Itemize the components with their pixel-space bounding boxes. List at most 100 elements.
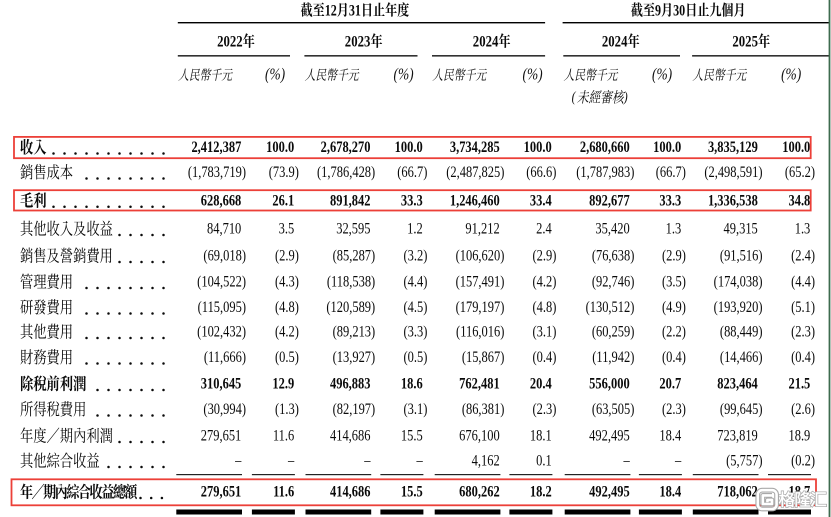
svg-text:18.4: 18.4 bbox=[659, 483, 681, 501]
svg-text:(2.9): (2.9) bbox=[662, 247, 686, 265]
svg-text:(30,994): (30,994) bbox=[203, 401, 246, 419]
svg-text:4,162: 4,162 bbox=[472, 452, 500, 470]
svg-text:20.4: 20.4 bbox=[530, 375, 552, 393]
svg-text:(0.4): (0.4) bbox=[533, 349, 557, 367]
svg-text:(91,516): (91,516) bbox=[720, 247, 763, 265]
svg-text:718,062: 718,062 bbox=[717, 483, 758, 501]
svg-text:(4.4): (4.4) bbox=[404, 273, 428, 291]
svg-text:3,835,129: 3,835,129 bbox=[708, 139, 758, 157]
svg-text:–: – bbox=[623, 452, 631, 470]
svg-text:(92,746): (92,746) bbox=[592, 273, 635, 291]
svg-text:1.2: 1.2 bbox=[407, 220, 423, 238]
svg-text:–: – bbox=[234, 452, 242, 470]
svg-text:2,412,387: 2,412,387 bbox=[191, 139, 241, 157]
svg-text:31: 31 bbox=[349, 2, 361, 19]
svg-text:(14,466): (14,466) bbox=[720, 349, 763, 367]
svg-text:15.5: 15.5 bbox=[401, 483, 423, 501]
svg-text:892,677: 892,677 bbox=[589, 192, 630, 210]
svg-text:11.6: 11.6 bbox=[273, 427, 294, 445]
svg-text:12.9: 12.9 bbox=[272, 375, 294, 393]
svg-text:(2.3): (2.3) bbox=[791, 323, 815, 341]
svg-text:100.0: 100.0 bbox=[524, 139, 552, 157]
svg-text:(76,638): (76,638) bbox=[592, 247, 635, 265]
svg-text:(157,491): (157,491) bbox=[456, 273, 505, 291]
svg-text:680,262: 680,262 bbox=[459, 483, 500, 501]
svg-text:(3.1): (3.1) bbox=[533, 323, 557, 341]
svg-text:100.0: 100.0 bbox=[266, 139, 294, 157]
svg-text:(1,786,428): (1,786,428) bbox=[317, 164, 375, 182]
svg-text:414,686: 414,686 bbox=[330, 427, 371, 445]
svg-text:(179,197): (179,197) bbox=[456, 299, 505, 317]
svg-text:(13,927): (13,927) bbox=[333, 349, 376, 367]
svg-text:(4.8): (4.8) bbox=[533, 299, 557, 317]
svg-text:3,734,285: 3,734,285 bbox=[450, 139, 500, 157]
svg-text:(0.4): (0.4) bbox=[791, 349, 815, 367]
svg-text:12: 12 bbox=[325, 2, 337, 19]
svg-text:(1,783,719): (1,783,719) bbox=[188, 164, 246, 182]
svg-text:(89,213): (89,213) bbox=[333, 323, 376, 341]
svg-text:2022: 2022 bbox=[217, 33, 243, 51]
svg-text:414,686: 414,686 bbox=[330, 483, 371, 501]
svg-text:34.8: 34.8 bbox=[788, 192, 810, 210]
svg-text:762,481: 762,481 bbox=[459, 375, 500, 393]
svg-text:(66.7): (66.7) bbox=[397, 164, 427, 182]
svg-text:1.3: 1.3 bbox=[795, 220, 811, 238]
svg-text:(3.5): (3.5) bbox=[662, 273, 686, 291]
svg-text:(5.1): (5.1) bbox=[791, 299, 815, 317]
svg-text:(2.2): (2.2) bbox=[662, 323, 686, 341]
svg-text:1,336,538: 1,336,538 bbox=[708, 192, 758, 210]
svg-text:(66.6): (66.6) bbox=[526, 164, 556, 182]
svg-text:33.4: 33.4 bbox=[530, 192, 552, 210]
svg-text:(85,287): (85,287) bbox=[333, 247, 376, 265]
svg-text:18.1: 18.1 bbox=[530, 427, 552, 445]
svg-text:(73.9): (73.9) bbox=[269, 164, 299, 182]
svg-text:(11,666): (11,666) bbox=[204, 349, 246, 367]
svg-text:1.3: 1.3 bbox=[666, 220, 682, 238]
svg-text:2024: 2024 bbox=[602, 33, 628, 51]
svg-text:(104,522): (104,522) bbox=[197, 273, 246, 291]
svg-text:(106,620): (106,620) bbox=[456, 247, 505, 265]
svg-text:(3.2): (3.2) bbox=[404, 247, 428, 265]
svg-text:(15,867): (15,867) bbox=[462, 349, 505, 367]
svg-text:32,595: 32,595 bbox=[336, 220, 370, 238]
svg-text:–: – bbox=[363, 452, 371, 470]
svg-text:100.0: 100.0 bbox=[653, 139, 681, 157]
svg-text:(2.4): (2.4) bbox=[791, 247, 815, 265]
svg-text:(4.2): (4.2) bbox=[275, 323, 299, 341]
svg-text:556,000: 556,000 bbox=[589, 375, 630, 393]
svg-text:(102,432): (102,432) bbox=[197, 323, 246, 341]
svg-text:(3.1): (3.1) bbox=[404, 401, 428, 419]
svg-text:(120,589): (120,589) bbox=[326, 299, 375, 317]
svg-text:): ) bbox=[623, 88, 628, 105]
svg-text:(4.8): (4.8) bbox=[275, 299, 299, 317]
svg-text:(4.9): (4.9) bbox=[662, 299, 686, 317]
svg-text:2,678,270: 2,678,270 bbox=[321, 139, 371, 157]
svg-text:891,842: 891,842 bbox=[330, 192, 371, 210]
svg-text:279,651: 279,651 bbox=[201, 483, 242, 501]
svg-text:(2,498,591): (2,498,591) bbox=[704, 164, 762, 182]
svg-text:(2.9): (2.9) bbox=[275, 247, 299, 265]
svg-text:(2.9): (2.9) bbox=[533, 247, 557, 265]
svg-text:723,819: 723,819 bbox=[717, 427, 758, 445]
svg-text:2.4: 2.4 bbox=[536, 220, 552, 238]
svg-text:(3.3): (3.3) bbox=[404, 323, 428, 341]
svg-text:20.7: 20.7 bbox=[659, 375, 681, 393]
svg-text:2,680,660: 2,680,660 bbox=[580, 139, 630, 157]
svg-text:(116,016): (116,016) bbox=[456, 323, 505, 341]
svg-text:(5,757): (5,757) bbox=[726, 452, 763, 470]
svg-text:–: – bbox=[416, 452, 424, 470]
svg-text:(0.4): (0.4) bbox=[662, 349, 686, 367]
svg-text:496,883: 496,883 bbox=[330, 375, 371, 393]
svg-text:(63,505): (63,505) bbox=[592, 401, 635, 419]
svg-text:33.3: 33.3 bbox=[401, 192, 423, 210]
svg-text:–: – bbox=[287, 452, 295, 470]
svg-text:2024: 2024 bbox=[473, 33, 499, 51]
svg-text:2025: 2025 bbox=[732, 33, 758, 51]
svg-text:(2.3): (2.3) bbox=[533, 401, 557, 419]
svg-text:(: ( bbox=[572, 88, 577, 105]
svg-text:(65.2): (65.2) bbox=[785, 164, 815, 182]
svg-text:100.0: 100.0 bbox=[782, 139, 810, 157]
svg-text:15.5: 15.5 bbox=[401, 427, 423, 445]
svg-text:18.4: 18.4 bbox=[659, 427, 681, 445]
svg-text:49,315: 49,315 bbox=[724, 220, 758, 238]
